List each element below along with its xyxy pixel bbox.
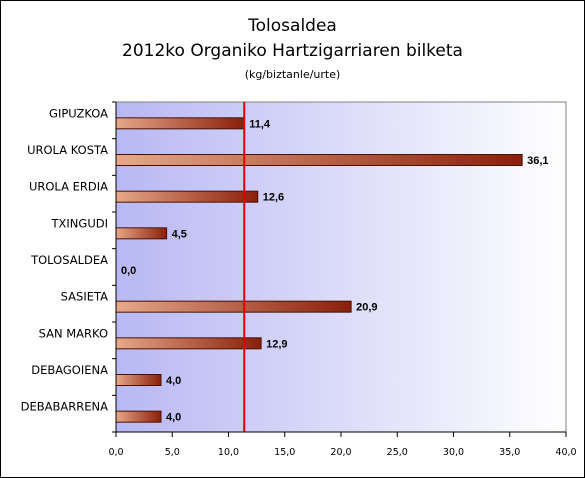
- x-tick-label: 30,0: [443, 447, 464, 458]
- x-tick-label: 25,0: [387, 447, 408, 458]
- value-label: 20,9: [356, 302, 377, 314]
- value-label: 36,1: [527, 155, 548, 167]
- bar-urola-kosta: [115, 154, 523, 166]
- chart-subtitle: 2012ko Organiko Hartzigarriaren bilketa: [122, 41, 463, 61]
- value-label: 12,9: [266, 338, 287, 350]
- category-label: DEBAGOIENA: [31, 363, 108, 377]
- bar-sasieta: [115, 300, 352, 313]
- plot-area: [115, 101, 567, 433]
- value-label: 4,0: [166, 412, 181, 424]
- category-label: UROLA KOSTA: [27, 143, 108, 157]
- category-label: SAN MARKO: [39, 326, 108, 340]
- x-tick-label: 10,0: [218, 447, 239, 458]
- category-label: UROLA ERDIA: [29, 180, 108, 194]
- value-label: 4,5: [172, 228, 187, 240]
- bar-debabarrena: [115, 410, 162, 423]
- category-label: TOLOSALDEA: [30, 253, 108, 267]
- category-label: GIPUZKOA: [49, 106, 108, 120]
- chart-title: Tolosaldea: [248, 16, 337, 36]
- value-label: 0,0: [121, 265, 136, 277]
- chart-unit-note: (kg/biztanle/urte): [244, 68, 341, 81]
- bar-txingudi: [115, 227, 168, 240]
- value-label: 12,6: [263, 192, 284, 204]
- x-tick-label: 15,0: [274, 447, 295, 458]
- x-tick-label: 35,0: [499, 447, 520, 458]
- x-tick-label: 0,0: [108, 447, 123, 458]
- bar-san-marko: [115, 337, 262, 350]
- bar-urola-erdia: [115, 190, 259, 203]
- category-label: DEBABARRENA: [21, 400, 108, 414]
- value-label: 11,4: [249, 118, 271, 130]
- x-tick-label: 40,0: [555, 447, 576, 458]
- x-tick-label: 5,0: [165, 447, 180, 458]
- x-tick-label: 20,0: [330, 447, 351, 458]
- category-label: SASIETA: [61, 290, 108, 304]
- category-label: TXINGUDI: [51, 216, 108, 230]
- value-label: 4,0: [166, 375, 181, 387]
- bar-gipuzkoa: [115, 117, 245, 130]
- bar-debagoiena: [115, 374, 162, 386]
